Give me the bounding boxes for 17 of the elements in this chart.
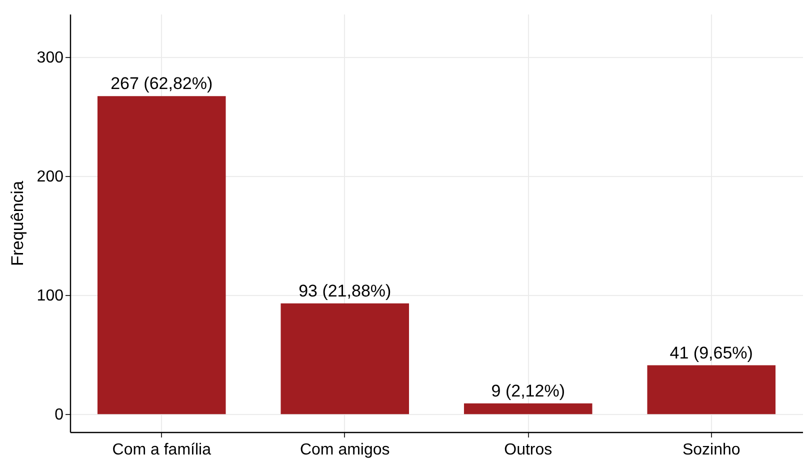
- data-label: 9 (2,12%): [491, 381, 565, 400]
- y-tick-label: 100: [36, 288, 64, 305]
- bar: [280, 303, 410, 414]
- bar: [97, 96, 226, 414]
- data-label: 41 (9,65%): [670, 343, 753, 362]
- data-label: 267 (62,82%): [110, 74, 213, 94]
- y-tick-label: 200: [36, 168, 64, 186]
- y-tick-label: 300: [36, 49, 64, 66]
- y-tick-label: 0: [54, 406, 64, 424]
- bar: [464, 403, 592, 414]
- data-label: 93 (21,88%): [298, 281, 392, 300]
- x-tick-label: Outros: [504, 442, 552, 458]
- x-tick-label: Com amigos: [300, 442, 390, 458]
- x-tick-label: Com a família: [112, 442, 212, 458]
- y-axis-title: Frequência: [8, 180, 27, 266]
- x-tick-label: Sozinho: [682, 442, 740, 458]
- bar: [647, 365, 776, 414]
